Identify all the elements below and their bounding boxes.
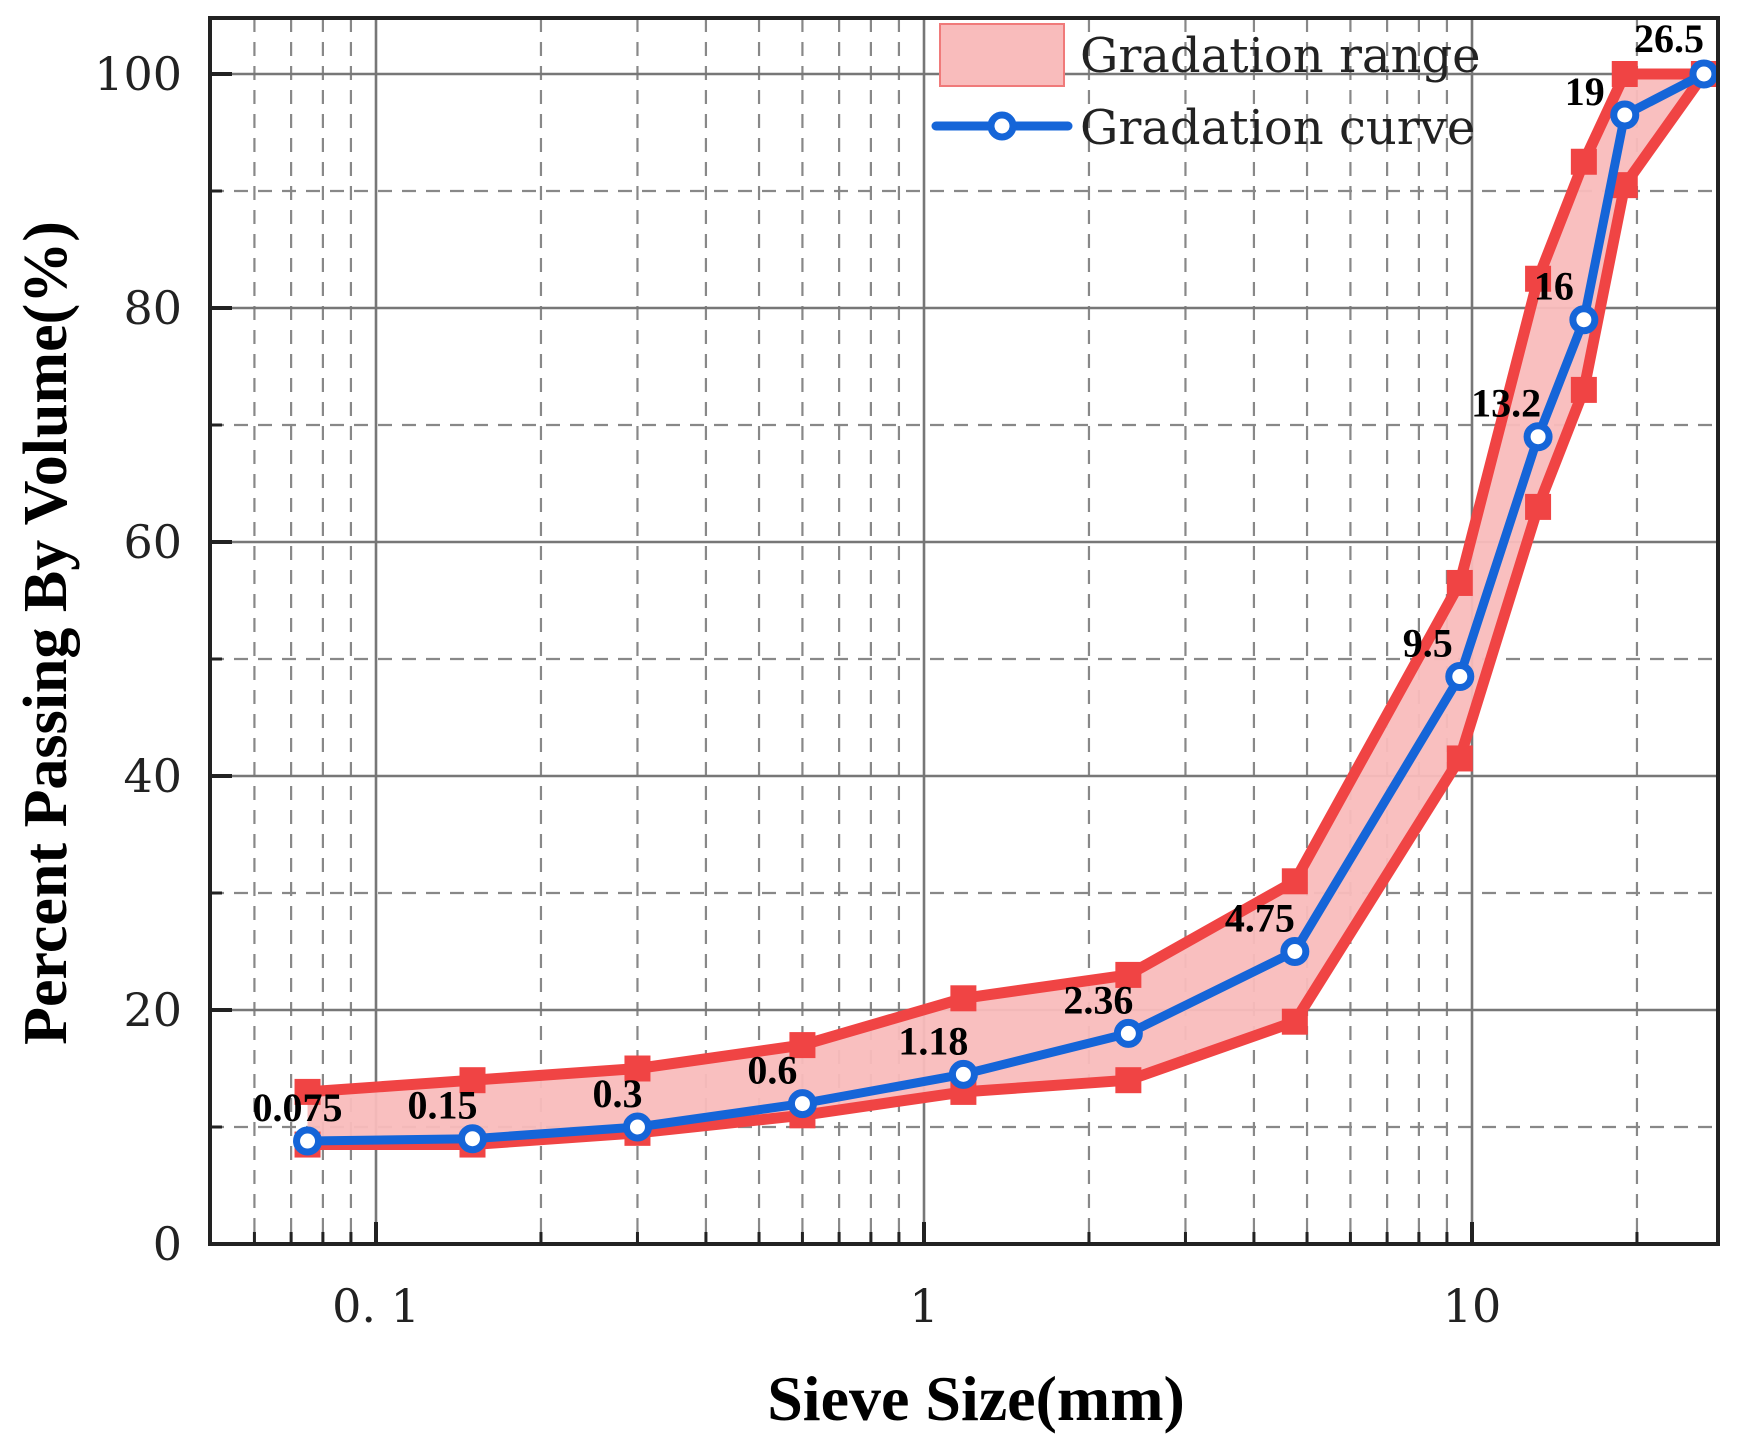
legend-curve-label: Gradation curve — [1080, 100, 1475, 156]
x-tick-label: 0. 1 — [332, 1279, 420, 1333]
gradation-range-band — [307, 74, 1704, 1145]
y-tick-label: 20 — [123, 983, 182, 1037]
range-upper-marker — [624, 1055, 651, 1082]
curve-marker — [1280, 937, 1310, 966]
gradation-range-lower-line — [307, 70, 1709, 1151]
point-label: 0.075 — [253, 1085, 343, 1130]
gradation-curve-line — [307, 70, 1707, 1146]
curve-marker — [1689, 59, 1719, 89]
range-upper-marker — [1446, 569, 1473, 596]
y-tick-label: 100 — [94, 47, 182, 101]
y-axis-title: Percent Passing By Volume(%) — [12, 221, 80, 1045]
point-label: 0.3 — [592, 1071, 642, 1116]
range-lower-marker — [1570, 376, 1597, 403]
curve-marker — [1445, 662, 1475, 692]
y-tick-label: 60 — [123, 515, 182, 569]
point-labels: 0.075 0.15 0.3 0.6 1.18 2.36 4.75 9.5 13.2 16 19 26… — [253, 16, 1704, 1130]
legend-range-swatch — [939, 23, 1065, 87]
range-upper-marker — [294, 1078, 321, 1105]
legend-range-label: Gradation range — [1080, 28, 1481, 84]
range-upper-marker — [1115, 961, 1142, 988]
point-label: 9.5 — [1403, 621, 1453, 666]
point-label: 19 — [1565, 69, 1605, 114]
point-label: 0.6 — [747, 1048, 797, 1093]
range-lower-marker — [1115, 1067, 1142, 1094]
point-label: 0.15 — [407, 1083, 477, 1128]
x-tick-label: 10 — [1443, 1279, 1502, 1333]
x-tick-label: 1 — [909, 1279, 938, 1333]
range-upper-marker — [1525, 265, 1552, 292]
legend-curve-marker — [987, 111, 1017, 141]
curve-marker — [457, 1124, 487, 1154]
y-tick-label: 80 — [123, 281, 182, 335]
point-label: 2.36 — [1063, 977, 1133, 1022]
y-tick-label: 0 — [153, 1217, 182, 1271]
range-upper-marker — [1611, 61, 1638, 87]
curve-marker — [622, 1112, 652, 1142]
gradation-curve-markers — [293, 59, 1719, 1156]
range-lower-marker — [1281, 1008, 1308, 1035]
point-label: 4.75 — [1225, 896, 1295, 941]
curve-marker — [787, 1089, 817, 1119]
curve-marker — [1569, 305, 1599, 335]
range-upper-marker — [950, 985, 977, 1012]
range-lower-marker — [1525, 493, 1552, 520]
legend: Gradation range Gradation curve — [931, 23, 1481, 156]
curve-marker — [1610, 100, 1640, 130]
point-label: 26.5 — [1634, 16, 1704, 61]
point-label: 13.2 — [1471, 381, 1541, 426]
point-label: 16 — [1534, 264, 1574, 309]
x-axis-title: Sieve Size(mm) — [767, 1363, 1185, 1434]
plot-frame — [208, 16, 1720, 1246]
y-tick-label: 40 — [123, 749, 182, 803]
range-lower-marker — [1446, 745, 1473, 772]
range-upper-marker — [1570, 148, 1597, 175]
curve-marker — [1523, 422, 1553, 452]
gradation-range-upper-line — [307, 68, 1704, 1098]
range-upper-marker — [789, 1032, 816, 1059]
range-upper-marker — [459, 1067, 486, 1094]
range-upper-marker — [1281, 868, 1308, 895]
curve-marker — [293, 1126, 323, 1156]
curve-marker — [948, 1059, 978, 1089]
curve-marker — [1113, 1018, 1143, 1048]
axis-ticks — [210, 72, 1639, 1246]
point-label: 1.18 — [898, 1018, 968, 1063]
